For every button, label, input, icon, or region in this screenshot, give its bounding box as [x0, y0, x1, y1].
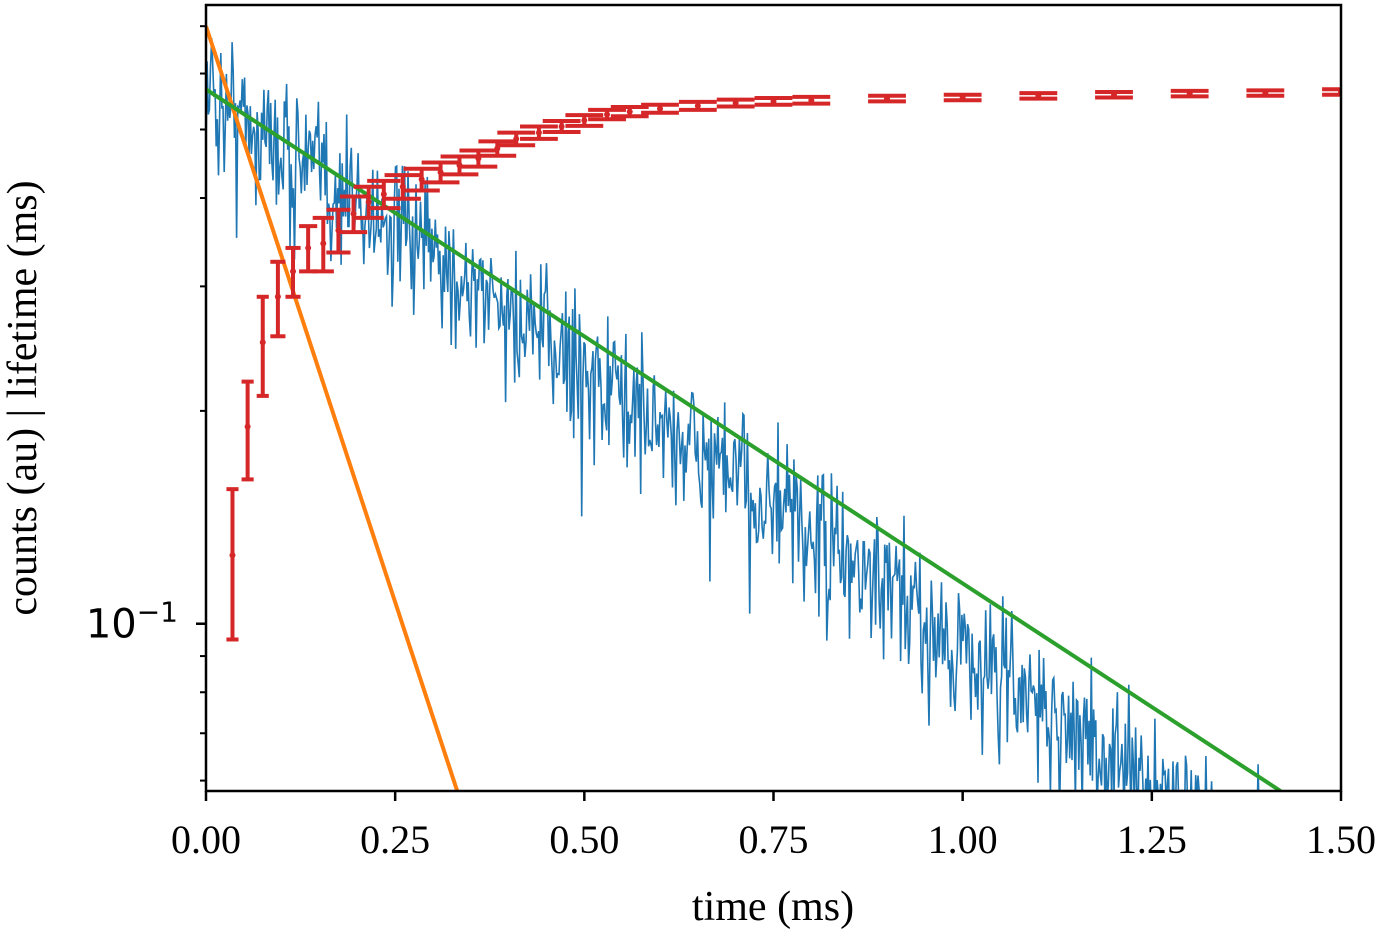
- errorbar-point: [754, 96, 793, 107]
- x-tick-label: 0.00: [171, 817, 241, 862]
- errorbar-point: [353, 184, 384, 220]
- errorbar-point: [1170, 88, 1209, 99]
- errorbar-marker: [1186, 90, 1193, 97]
- x-axis-label: time (ms): [692, 884, 854, 930]
- plot-area: [206, 25, 1341, 791]
- x-tick-label: 0.75: [739, 817, 809, 862]
- errorbar-marker: [399, 183, 406, 190]
- errorbar-marker: [535, 129, 542, 136]
- x-tick-label: 1.00: [928, 817, 998, 862]
- errorbar-point: [256, 294, 269, 398]
- y-tick-label: 10−1: [86, 596, 178, 648]
- errorbar-point: [497, 130, 536, 148]
- x-tick-label: 1.50: [1306, 817, 1376, 862]
- errorbar-point: [792, 94, 831, 106]
- errorbar-marker: [604, 111, 611, 118]
- x-tick-label: 1.25: [1117, 817, 1187, 862]
- errorbar-marker: [380, 191, 387, 198]
- errorbar-point: [241, 379, 254, 482]
- errorbar-marker: [1035, 92, 1042, 99]
- errorbar-marker: [657, 105, 663, 112]
- errorbar-marker: [244, 423, 251, 430]
- errorbar-point: [868, 93, 906, 104]
- errorbar-marker: [335, 227, 342, 234]
- errorbar-point: [678, 99, 717, 112]
- errorbar-marker: [732, 100, 739, 107]
- errorbar-marker: [229, 552, 236, 559]
- errorbar-point: [285, 245, 301, 299]
- errorbar-point: [326, 207, 351, 255]
- y-axis-label: counts (au) | lifetime (ms): [0, 180, 46, 615]
- errorbar-marker: [581, 117, 588, 124]
- errorbar-point: [641, 102, 679, 115]
- errorbar-point: [459, 148, 498, 169]
- errorbar-marker: [513, 135, 520, 142]
- series-line-fit-short: [206, 25, 460, 791]
- errorbar-point: [299, 224, 318, 274]
- x-tick-label: 0.25: [360, 817, 430, 862]
- errorbar-point: [1019, 91, 1058, 101]
- errorbar-point: [588, 107, 626, 122]
- errorbar-point: [270, 259, 286, 339]
- errorbar-point: [312, 215, 334, 274]
- errorbar-marker: [626, 108, 633, 115]
- errorbar-marker: [350, 210, 357, 217]
- errorbar-point: [565, 113, 604, 128]
- axes-frame: [204, 3, 1343, 793]
- errorbar-point: [943, 92, 982, 103]
- errorbar-marker: [365, 198, 372, 205]
- errorbar-marker: [1262, 90, 1269, 97]
- axes: 0.00 0.25 0.50 0.75 1.00 1.25 1.50 10−1: [86, 3, 1376, 862]
- errorbar-marker: [259, 339, 266, 346]
- errorbar-marker: [770, 98, 777, 105]
- errorbar-marker: [558, 123, 565, 130]
- errorbar-marker: [274, 293, 281, 300]
- x-tick-label: 0.50: [549, 817, 619, 862]
- errorbar-marker: [959, 94, 966, 101]
- errorbar-point: [610, 105, 649, 119]
- errorbar-marker: [320, 240, 327, 247]
- errorbar-marker: [305, 244, 312, 251]
- errorbar-point: [1246, 88, 1285, 98]
- errorbar-marker: [1111, 91, 1117, 98]
- errorbar-marker: [290, 268, 297, 275]
- errorbar-point: [542, 119, 581, 134]
- series-line-counts: [206, 38, 1260, 791]
- errorbar-point: [384, 173, 421, 201]
- errorbar-point: [716, 97, 755, 109]
- errorbar-point: [367, 178, 401, 211]
- errorbar-marker: [694, 102, 701, 109]
- errorbar-marker: [884, 95, 890, 102]
- errorbar-point: [339, 194, 368, 235]
- errorbar-marker: [808, 97, 815, 104]
- errorbar-point: [403, 166, 440, 193]
- errorbar-point: [1095, 89, 1133, 100]
- errorbar-point: [226, 487, 239, 642]
- errorbar-point: [520, 124, 558, 141]
